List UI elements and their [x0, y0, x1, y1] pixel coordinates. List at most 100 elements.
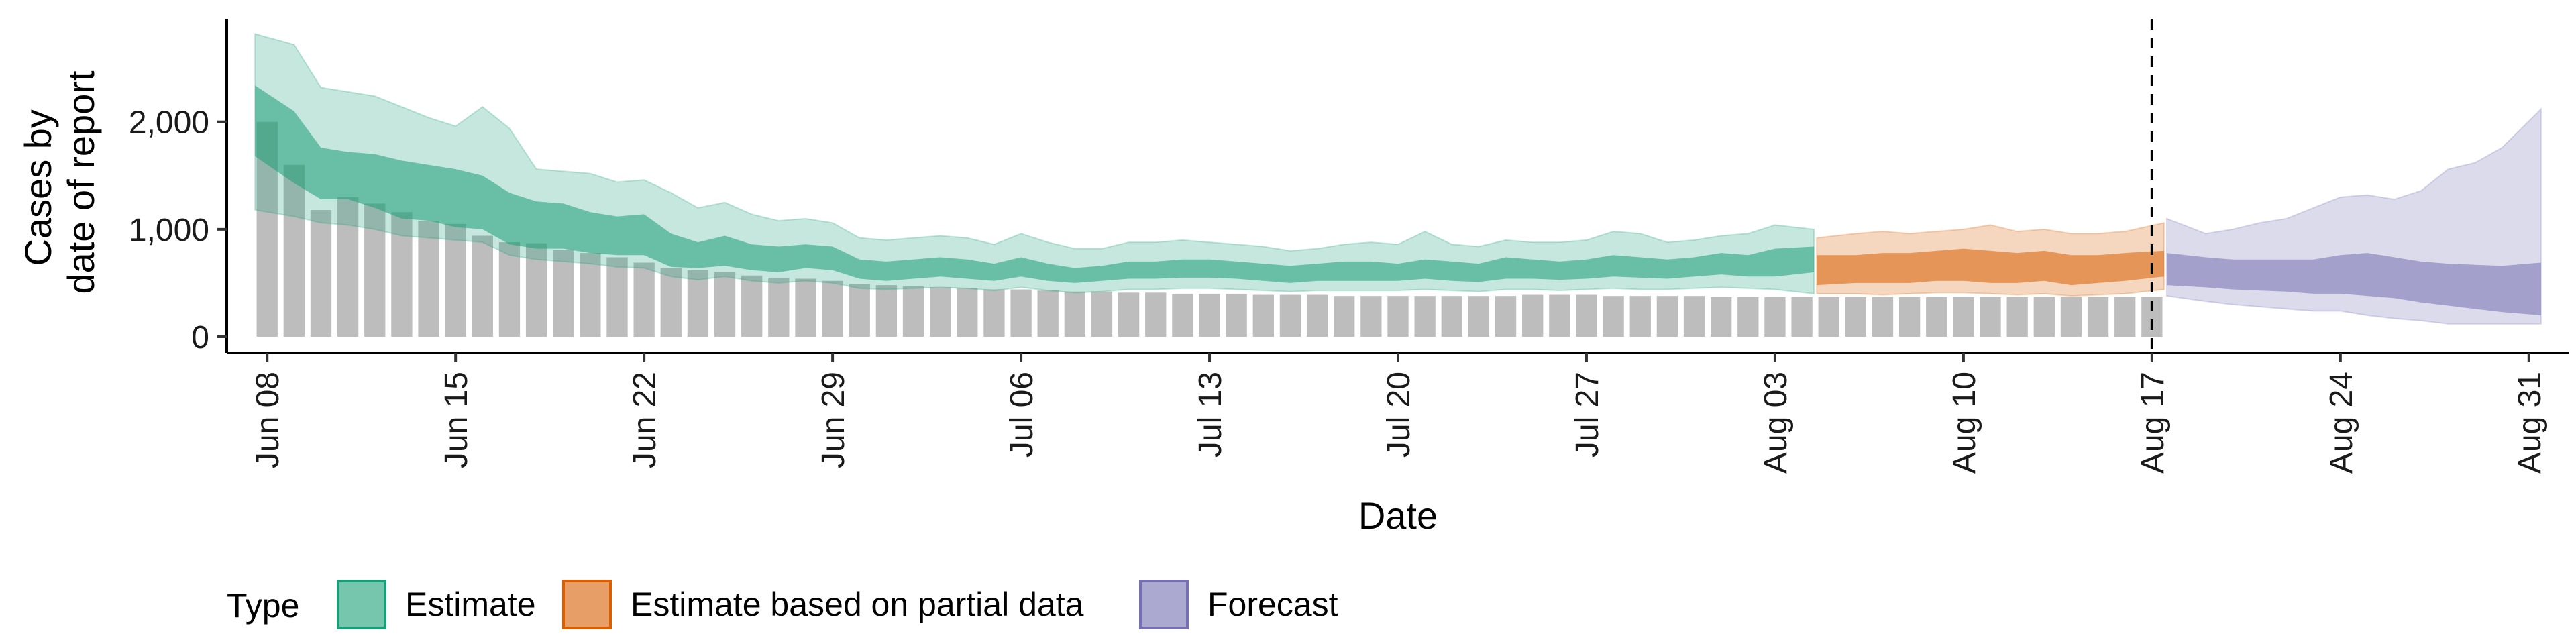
reported-cases-bar [472, 235, 493, 337]
reported-cases-bar [1010, 289, 1032, 337]
legend: Type Estimate Estimate based on partial d… [227, 580, 1338, 629]
reported-cases-bar [1495, 296, 1517, 337]
reported-cases-bar [2087, 297, 2109, 337]
x-tick-label: Jun 29 [816, 372, 851, 468]
reported-cases-bar [1226, 293, 1247, 337]
reported-cases-bar [1629, 296, 1651, 337]
reported-cases-bar [2033, 297, 2055, 337]
reported-cases-bar [902, 286, 924, 337]
reported-cases-bar [310, 210, 332, 337]
reported-cases-bar [795, 278, 816, 337]
reported-cases-bar [2060, 297, 2082, 337]
reported-cases-bar [498, 242, 521, 337]
reported-cases-bar [1306, 294, 1328, 337]
reported-cases-bar [1064, 291, 1085, 337]
legend-item-partial-estimate: Estimate based on partial data [562, 580, 1084, 629]
y-tick-label: 0 [191, 320, 209, 356]
reported-cases-bar [580, 253, 601, 337]
reported-cases-bar [1980, 297, 2001, 337]
reported-cases-bar [391, 212, 413, 337]
legend-item-forecast: Forecast [1139, 580, 1338, 629]
reported-cases-bar [1737, 297, 1759, 337]
reported-cases-bars [256, 121, 2163, 337]
x-tick-label: Jun 15 [439, 372, 474, 468]
y-axis-title: Cases by date of report [17, 70, 102, 294]
x-tick-label: Aug 24 [2324, 372, 2359, 474]
reported-cases-bar [364, 203, 386, 337]
estimate-ribbons [254, 33, 2542, 325]
reported-cases-bar [1037, 290, 1059, 337]
estimate-50-interval [255, 85, 1815, 283]
partial-estimate-series [1816, 221, 2165, 297]
reported-cases-bar [553, 250, 574, 337]
legend-label: Estimate based on partial data [631, 586, 1084, 623]
reported-cases-bar [1845, 297, 1866, 337]
reported-cases-bar [1360, 296, 1382, 337]
reported-cases-bar [768, 277, 790, 337]
reported-cases-bar [1118, 292, 1140, 337]
x-tick-label: Jul 20 [1381, 372, 1417, 458]
reported-cases-bar [930, 287, 951, 337]
y-axis-title-line-2: date of report [60, 70, 102, 294]
y-ticks: 0 1,000 2,000 [129, 105, 227, 356]
legend-title: Type [227, 587, 299, 625]
reported-cases-bar [1953, 297, 1974, 337]
reported-cases-bar [1334, 296, 1355, 337]
reported-cases-bar [875, 285, 898, 337]
reported-cases-bar [2006, 297, 2028, 337]
reported-cases-bar [1414, 296, 1436, 337]
reported-cases-bar [418, 221, 439, 337]
reported-cases-bar [822, 280, 843, 337]
reported-cases-bar [1549, 294, 1570, 337]
reported-cases-bar [1387, 296, 1409, 337]
reported-cases-bar [687, 270, 709, 337]
reported-cases-bar [1603, 296, 1624, 337]
reported-cases-bar [849, 284, 870, 337]
reported-cases-bar [1145, 292, 1167, 337]
forecast-50-interval [2166, 253, 2541, 315]
reported-cases-bar [2114, 297, 2136, 337]
x-tick-label: Jul 13 [1193, 372, 1228, 458]
reported-cases-bar [1199, 293, 1220, 337]
x-axis-title: Date [1358, 494, 1438, 537]
reported-cases-bar [1683, 296, 1705, 337]
reported-cases-bar [983, 289, 1005, 337]
reported-cases-bar [1576, 294, 1597, 337]
reported-cases-bar [1711, 297, 1732, 337]
reported-cases-bar [741, 275, 763, 337]
x-tick-label: Jul 06 [1004, 372, 1040, 458]
legend-key-partial-estimate [562, 580, 612, 629]
partial-estimate-50-interval [1817, 248, 2164, 286]
reported-cases-bar [1091, 291, 1113, 337]
reported-cases-bar [337, 197, 359, 337]
reported-cases-bar [1791, 297, 1813, 337]
reported-cases-bar [1872, 297, 1894, 337]
reported-cases-bar [957, 288, 978, 337]
reported-cases-bar [1252, 294, 1274, 337]
legend-key-estimate [337, 580, 386, 629]
reported-cases-bar [1926, 297, 1947, 337]
legend-item-estimate: Estimate [337, 580, 536, 629]
legend-label: Forecast [1208, 586, 1338, 623]
x-tick-label: Aug 31 [2512, 372, 2548, 474]
reported-cases-bar [633, 262, 655, 337]
reported-cases-bar [283, 164, 305, 337]
forecast-series [2165, 107, 2542, 325]
reported-cases-bar [1656, 296, 1678, 337]
x-tick-label: Jun 08 [250, 372, 286, 468]
reported-cases-bar [1172, 293, 1193, 337]
y-tick-label: 1,000 [129, 213, 209, 248]
reported-cases-bar [1764, 297, 1786, 337]
y-axis-title-line-1: Cases by [17, 109, 59, 266]
reported-cases-bar [445, 223, 466, 337]
legend-label: Estimate [405, 586, 536, 623]
reported-cases-bar [1468, 296, 1490, 337]
x-tick-label: Aug 10 [1947, 372, 1982, 474]
x-tick-label: Jun 22 [627, 372, 663, 468]
legend-key-forecast [1139, 580, 1189, 629]
reported-cases-bar [1279, 294, 1301, 337]
x-tick-label: Jul 27 [1570, 372, 1605, 458]
x-tick-label: Aug 03 [1758, 372, 1794, 474]
